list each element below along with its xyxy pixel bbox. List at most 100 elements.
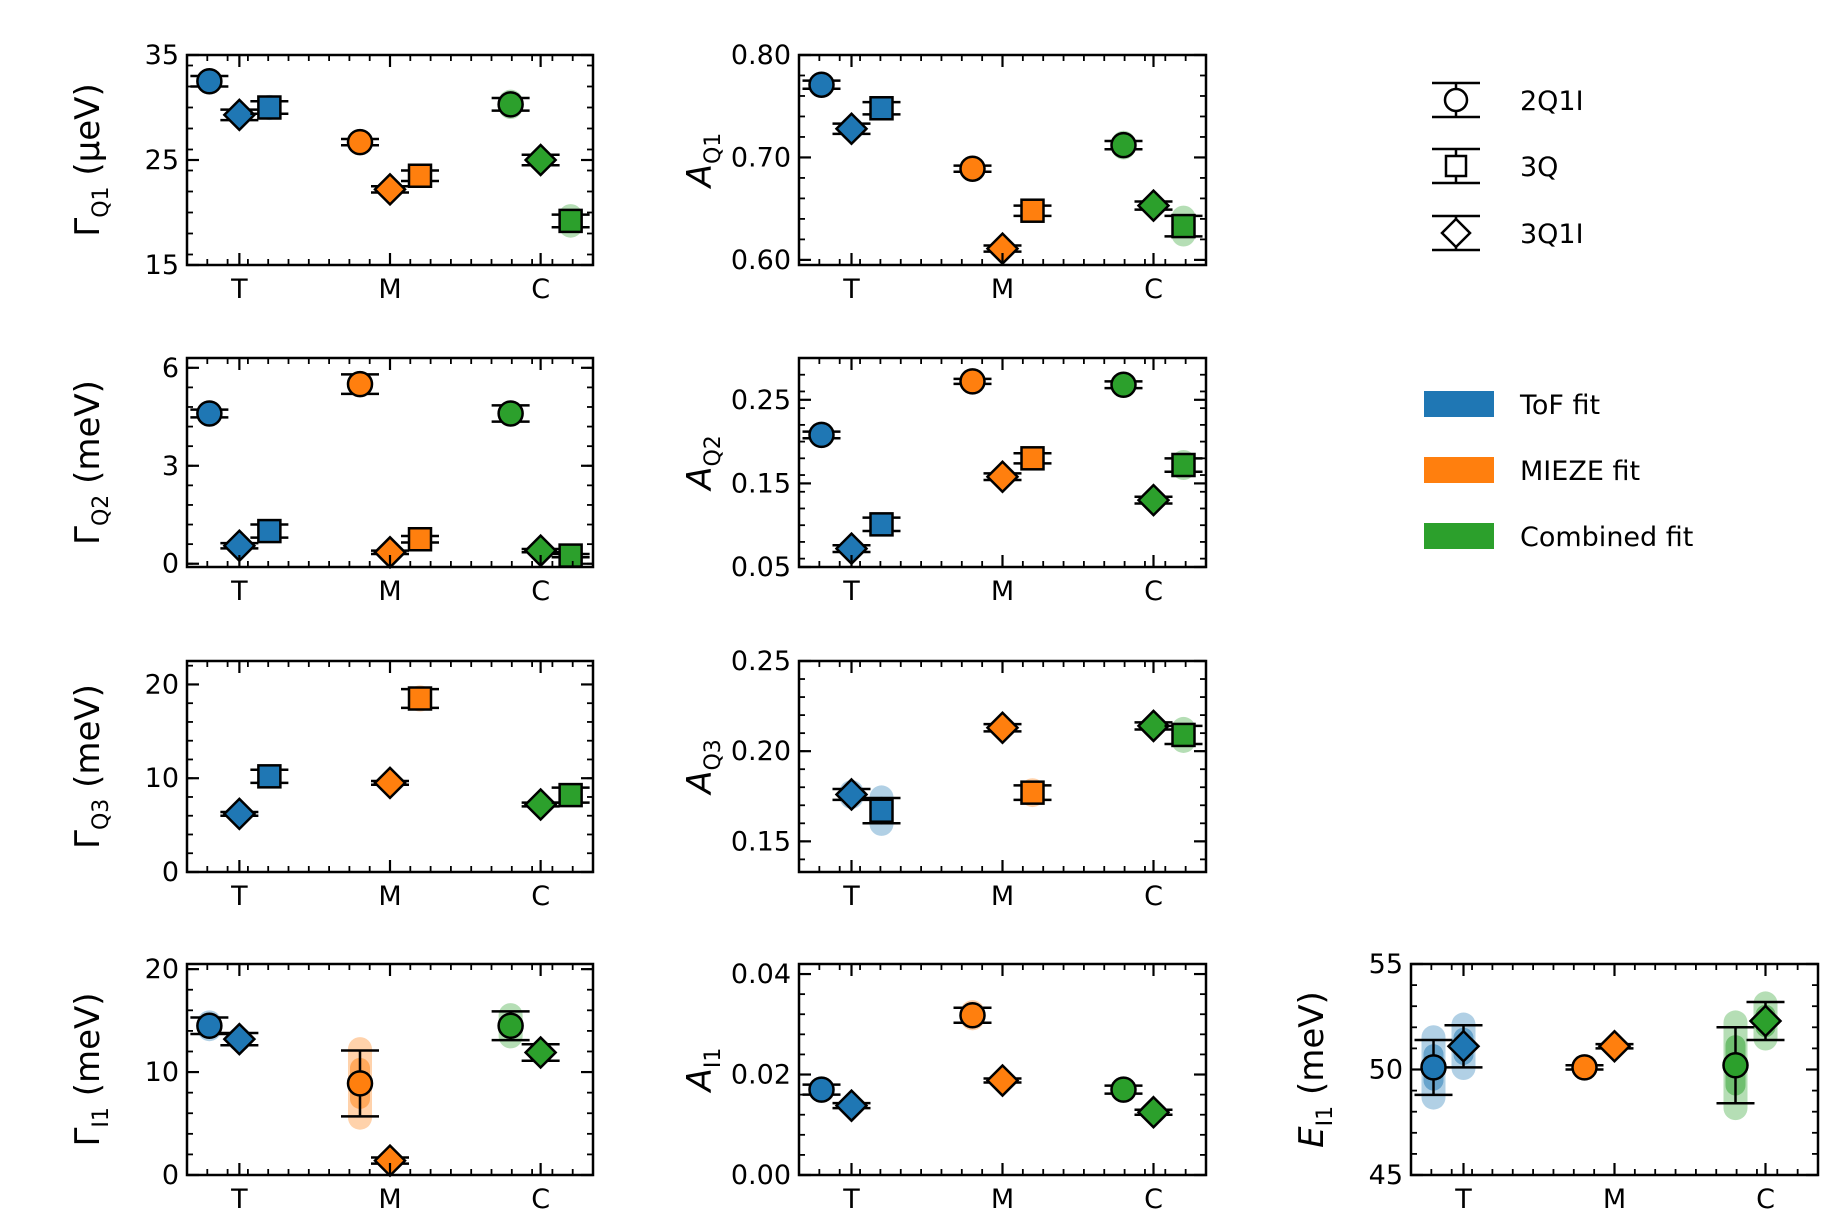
axes-frame [185,962,595,1177]
y-tick-label: 0.04 [731,959,791,990]
panel-gI1: 0 10 20 T M C ΓI1 (meV) [68,954,595,1215]
data-point-C-square [1164,716,1203,753]
marker-diamond [523,787,558,822]
data-point-C-square [1164,205,1203,247]
marker-circle [1420,1054,1447,1081]
y-tick-label: 0.15 [731,826,791,857]
data-point-T-square [250,764,289,789]
legend-fit-mieze: MIEZE fit [1424,456,1640,487]
data-point-M-circle [1565,1054,1604,1081]
data-point-T-circle [190,1010,229,1042]
marker-diamond [1136,709,1171,743]
y-tick-label: 0.15 [731,468,791,499]
marker-square [407,526,433,552]
data-point-T-square [862,785,901,836]
y-tick-label: 0.80 [731,40,791,71]
data-point-T-diamond [220,98,259,132]
x-tick-label-M: M [991,576,1014,607]
data-point-C-square [1164,449,1203,481]
marker-diamond [1446,1029,1481,1064]
data-point-C-diamond [521,533,560,568]
panels: 15 25 35 T M C ΓQ1 (μeV) 0.60 0.70 0.80 T M C AQ1 0 3 6 T… [68,40,1820,1215]
data-point-M-diamond [371,172,409,207]
data-point-C-circle [1104,1076,1143,1103]
y-tick-label: 0 [162,857,179,888]
marker-square [1171,722,1196,748]
legend-label-3q1i: 3Q1I [1520,219,1584,250]
x-tick-label-M: M [378,881,401,912]
x-tick-label-T: T [842,274,860,305]
y-axis-label: AQ3 [680,739,726,796]
legend-swatch-tof [1424,391,1494,417]
panel-aQ2: 0.05 0.15 0.25 T M C AQ2 [680,356,1208,607]
data-point-C-diamond [1134,188,1173,223]
data-point-T-circle [802,1076,841,1103]
marker-square [257,518,282,544]
data-point-T-diamond [832,531,871,566]
marker-diamond [1597,1029,1632,1064]
marker-square [257,95,282,120]
legend-label-combined-fit: Combined fit [1520,522,1693,553]
data-point-M-square [1013,778,1052,808]
x-tick-label-C: C [1756,1184,1775,1215]
data-point-M-square [401,685,439,712]
y-tick-label: 0.05 [731,552,791,583]
marker-square [869,512,894,537]
marker-circle [808,421,835,449]
marker-diamond [834,777,869,812]
marker-circle [1110,371,1137,399]
data-point-M-diamond [983,459,1022,494]
y-tick-label: 6 [162,353,179,384]
y-tick-label: 0.70 [731,142,791,173]
y-axis-label: ΓI1 (meV) [68,992,114,1146]
marker-square [869,798,894,823]
legend-fit-tof: ToF fit [1424,390,1600,421]
data-point-M-diamond [983,710,1022,745]
data-point-T-circle [1414,1025,1453,1110]
data-point-T-diamond [1444,1012,1483,1081]
x-tick-label-M: M [991,881,1014,912]
data-point-C-square [551,782,590,808]
marker-square [1020,446,1045,471]
y-axis-label: ΓQ2 (meV) [68,380,114,545]
data-point-T-circle [190,68,229,95]
data-point-T-circle [190,400,229,427]
y-axis-label: AQ1 [680,133,726,190]
legend-fit-combined: Combined fit [1424,522,1693,553]
data-point-T-square [862,512,901,537]
x-tick-label-T: T [842,1184,860,1215]
x-tick-label-C: C [531,1184,550,1215]
legend-swatch-mieze [1424,457,1494,483]
data-point-C-diamond [521,143,560,177]
y-tick-label: 0 [162,1160,179,1191]
data-point-T-square [250,518,289,544]
data-point-T-square [250,94,289,121]
y-tick-label: 0.60 [731,245,791,276]
data-point-T-diamond [220,797,259,831]
data-point-T-square [862,95,901,121]
marker-circle [196,400,223,427]
legend-marker-diamond: 3Q1I [1432,214,1584,252]
marker-diamond [985,710,1020,745]
x-tick-label-T: T [230,881,248,912]
marker-diamond [1748,1004,1783,1038]
y-tick-label: 45 [1369,1160,1403,1191]
data-point-C-circle [491,89,530,120]
marker-square [407,686,433,711]
marker-circle [959,368,986,395]
data-point-T-circle [802,421,841,449]
data-point-T-diamond [220,1022,259,1056]
marker-circle [1110,131,1137,159]
legend-label-mieze-fit: MIEZE fit [1520,456,1640,487]
x-tick-label-M: M [378,576,401,607]
data-point-C-circle [491,1003,530,1049]
data-point-C-diamond [521,787,560,822]
marker-square [558,543,583,568]
legend-label-3q: 3Q [1520,152,1558,183]
data-point-C-circle [491,400,530,427]
marker-square [1020,198,1045,223]
data-point-C-diamond [1134,709,1173,743]
y-tick-label: 20 [145,954,179,985]
marker-square [1171,452,1196,478]
